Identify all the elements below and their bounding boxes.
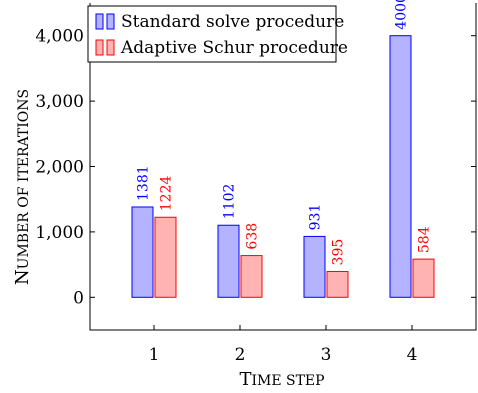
data-label-standard: 931	[308, 204, 324, 231]
data-label-adaptive: 395	[331, 239, 347, 266]
legend-swatch-adaptive-2	[106, 39, 115, 56]
data-label-adaptive: 1224	[159, 176, 175, 212]
legend-box	[87, 5, 337, 63]
data-label-standard: 4000	[394, 0, 410, 30]
bar-adaptive	[412, 258, 435, 298]
data-label-adaptive: 638	[245, 223, 261, 250]
y-tick-label: 4,000	[35, 27, 84, 47]
y-tick-label: 2,000	[35, 158, 84, 178]
bar-standard	[389, 35, 412, 298]
y-tick-label: 3,000	[35, 92, 84, 112]
data-label-adaptive: 584	[417, 226, 433, 253]
legend-item-adaptive: Adaptive Schur procedure	[95, 38, 348, 58]
data-label-standard: 1381	[136, 165, 152, 201]
bar-standard	[303, 235, 326, 298]
bar-standard	[131, 206, 154, 298]
x-tick-label: 4	[407, 345, 418, 365]
legend: Standard solve procedure Adaptive Schur …	[87, 5, 348, 63]
legend-label-standard: Standard solve procedure	[121, 12, 344, 32]
y-tick-label: 1,000	[35, 223, 84, 243]
legend-swatch-adaptive-1	[95, 39, 104, 56]
x-axis-title: TIME STEP	[239, 369, 324, 390]
legend-label-adaptive: Adaptive Schur procedure	[120, 38, 348, 58]
legend-swatch-standard-1	[95, 13, 104, 30]
y-axis-ticks: 0 1,000 2,000 3,000 4,000	[35, 27, 476, 308]
data-labels-group: 1381 1102 931 4000 1224 638 395 584	[136, 0, 433, 265]
x-tick-label: 2	[235, 345, 246, 365]
y-tick-label: 0	[73, 288, 84, 308]
bar-standard	[217, 224, 240, 298]
x-tick-label: 3	[321, 345, 332, 365]
bar-adaptive	[326, 270, 349, 298]
data-label-standard: 1102	[222, 184, 238, 220]
x-tick-label: 1	[149, 345, 160, 365]
bar-adaptive	[154, 216, 177, 298]
legend-item-standard: Standard solve procedure	[95, 12, 344, 32]
bars-group	[131, 35, 435, 298]
y-axis-title: NUMBER OF ITERATIONS	[12, 89, 33, 285]
x-axis-ticks: 1 2 3 4	[149, 325, 418, 365]
bar-adaptive	[240, 255, 263, 298]
legend-swatch-standard-2	[106, 13, 115, 30]
